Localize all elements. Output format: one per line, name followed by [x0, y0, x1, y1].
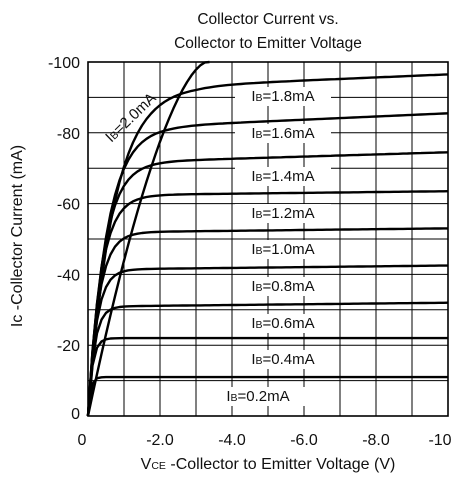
curves — [86, 60, 449, 417]
curve-label-background — [235, 124, 331, 143]
curve-ib-0-6ma — [86, 301, 449, 417]
curve-label-sub: B — [256, 282, 263, 294]
plot-frame — [87, 61, 449, 417]
y-tick-label: -80 — [57, 126, 80, 143]
curve-ib-1-0ma — [86, 227, 448, 417]
y-tick-label: -40 — [57, 267, 80, 284]
curve-label-rest: =0.4mA — [263, 351, 315, 368]
curve-label-group: IB=1.2mA — [235, 204, 331, 223]
curve-label-group: IB=1.0mA — [235, 240, 331, 259]
x-tick-label: 0 — [78, 432, 87, 449]
y-tick-label: 0 — [71, 406, 80, 423]
x-axis-label-rest: -Collector to Emitter Voltage (V) — [166, 456, 395, 473]
curve-ib-1-8ma — [86, 73, 449, 417]
curve-label-prefix: I — [251, 205, 255, 222]
curve-label-group: IB=1.6mA — [235, 124, 331, 143]
curve-label-background — [235, 87, 331, 106]
x-tick-label: -10 — [428, 432, 451, 449]
curve-label-rest: =1.0mA — [263, 241, 315, 258]
curve-label-rest: =0.8mA — [263, 278, 315, 295]
curve-label-prefix: I — [251, 315, 255, 332]
curve-label-group: IB=1.8mA — [235, 87, 331, 106]
curve-label-rest: =1.2mA — [263, 205, 315, 222]
curve-label-sub: B — [256, 209, 263, 221]
curve-ib-1-2ma — [86, 190, 449, 417]
curve-label-sub: B — [256, 129, 263, 141]
y-tick-label: -100 — [48, 55, 80, 72]
curve-label-rest: =1.8mA — [263, 88, 315, 105]
y-tick-label: -60 — [57, 197, 80, 214]
curve-label-background — [210, 387, 306, 406]
tick-labels: 0 -2.0 -4.0 -6.0 -8.0 -100-20-40-60-80-100 — [48, 55, 452, 449]
curve-label-group: IB=0.8mA — [235, 277, 331, 296]
curve-label: IB=1.6mA — [251, 125, 314, 142]
x-tick-label: -2.0 — [146, 432, 174, 449]
curve-ib-0-2ma — [86, 375, 448, 417]
curve-label: IB=0.8mA — [251, 278, 314, 295]
curve-ib-1-4ma — [86, 151, 449, 417]
curve-label-rest: =1.4mA — [263, 168, 315, 185]
x-axis-label-prefix: V — [141, 456, 152, 473]
curve-ib-0-8ma — [86, 264, 448, 417]
x-tick-label: -8.0 — [362, 432, 390, 449]
curve-label: IB=1.2mA — [251, 205, 314, 222]
x-axis-label: VCE -Collector to Emitter Voltage (V) — [141, 456, 396, 473]
curve-label-group: IB=0.6mA — [235, 314, 331, 333]
curve-label-prefix: I — [251, 278, 255, 295]
curve-ib-0-4ma — [86, 336, 448, 417]
curve-ib-2-0ma — [86, 60, 210, 417]
curve-label-rest: =0.6mA — [263, 315, 315, 332]
x-axis-label-sub: CE — [151, 460, 166, 472]
grid — [88, 62, 448, 416]
curve-label: IB=1.0mA — [251, 241, 314, 258]
curve-label: IB=0.6mA — [251, 315, 314, 332]
chart-title-line-1: Collector Current vs. — [197, 11, 338, 28]
curve-label: IB=0.2mA — [226, 388, 289, 405]
curve-label-background — [235, 314, 331, 333]
curve-label-sub: B — [256, 92, 263, 104]
curve-label-sub: B — [256, 172, 263, 184]
curve-label-group: IB=1.4mA — [235, 167, 331, 186]
curve-label: IB=1.8mA — [251, 88, 314, 105]
curve-label-sub: B — [256, 245, 263, 257]
curve-label-background — [235, 350, 331, 369]
curve-label-sub: B — [256, 355, 263, 367]
curve-label: IB=1.4mA — [251, 168, 314, 185]
curve-label-background — [235, 204, 331, 223]
curve-label-group: IB=0.4mA — [235, 350, 331, 369]
x-tick-label: -4.0 — [218, 432, 246, 449]
curve-label-prefix: I — [251, 241, 255, 258]
curve-label-prefix: I — [251, 168, 255, 185]
y-tick-label: -20 — [57, 338, 80, 355]
curve-ib-1-6ma — [86, 112, 449, 417]
curve-label-group: IB=0.2mA — [210, 387, 306, 406]
curve-label-prefix: I — [251, 125, 255, 142]
curve-label-background — [235, 167, 331, 186]
curve-label-sub: B — [231, 392, 238, 404]
y-axis-label: Ic -Collector Current (mA) — [9, 145, 26, 327]
curve-label-rest: =0.2mA — [238, 388, 290, 405]
curve-label-prefix: I — [251, 351, 255, 368]
x-tick-label: -6.0 — [290, 432, 318, 449]
curve-label-background — [235, 240, 331, 259]
curve-label-rest: =1.6mA — [263, 125, 315, 142]
curve-label-prefix: I — [251, 88, 255, 105]
curve-label-prefix: I — [226, 388, 230, 405]
curve-label: IB=0.4mA — [251, 351, 314, 368]
curve-label-sub: B — [256, 319, 263, 331]
curve-label-background — [235, 277, 331, 296]
chart-title-line-2: Collector to Emitter Voltage — [174, 35, 362, 52]
